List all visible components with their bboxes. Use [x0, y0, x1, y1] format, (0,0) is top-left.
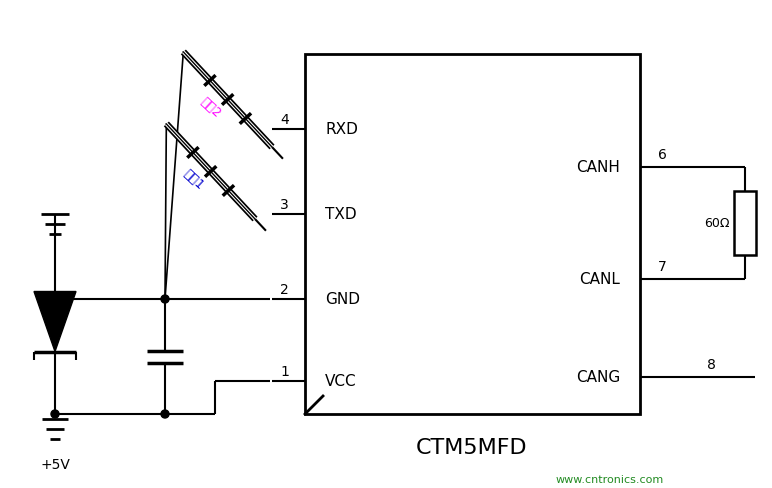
Text: GND: GND [325, 292, 360, 307]
Circle shape [161, 410, 169, 418]
Circle shape [51, 295, 59, 304]
Text: 7: 7 [658, 260, 667, 273]
Text: CANL: CANL [579, 272, 620, 287]
Polygon shape [34, 292, 76, 352]
Text: 探頭1: 探頭1 [181, 167, 206, 192]
Text: 6: 6 [658, 148, 667, 162]
Text: 2: 2 [280, 283, 289, 296]
Text: +5V: +5V [40, 457, 70, 471]
Text: 4: 4 [280, 113, 289, 127]
Bar [305, 55, 640, 414]
Text: 3: 3 [280, 198, 289, 212]
Text: 1: 1 [280, 364, 289, 378]
Bar [734, 192, 756, 256]
Text: 探頭2: 探頭2 [198, 95, 223, 120]
Text: CANG: CANG [576, 370, 620, 385]
Text: www.cntronics.com: www.cntronics.com [556, 474, 664, 484]
Circle shape [51, 410, 59, 418]
Text: CTM5MFD: CTM5MFD [416, 437, 528, 457]
Text: CANH: CANH [576, 160, 620, 175]
Text: 60Ω: 60Ω [705, 217, 730, 230]
Text: 8: 8 [707, 357, 716, 371]
Text: TXD: TXD [325, 207, 357, 222]
Text: VCC: VCC [325, 374, 357, 389]
Circle shape [161, 295, 169, 304]
Text: RXD: RXD [325, 122, 358, 137]
